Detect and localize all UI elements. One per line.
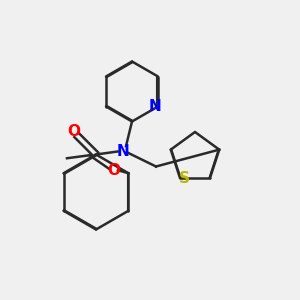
Text: S: S bbox=[179, 171, 190, 186]
Text: O: O bbox=[107, 163, 120, 178]
Text: N: N bbox=[117, 144, 129, 159]
Text: N: N bbox=[148, 99, 161, 114]
Text: O: O bbox=[67, 124, 80, 140]
